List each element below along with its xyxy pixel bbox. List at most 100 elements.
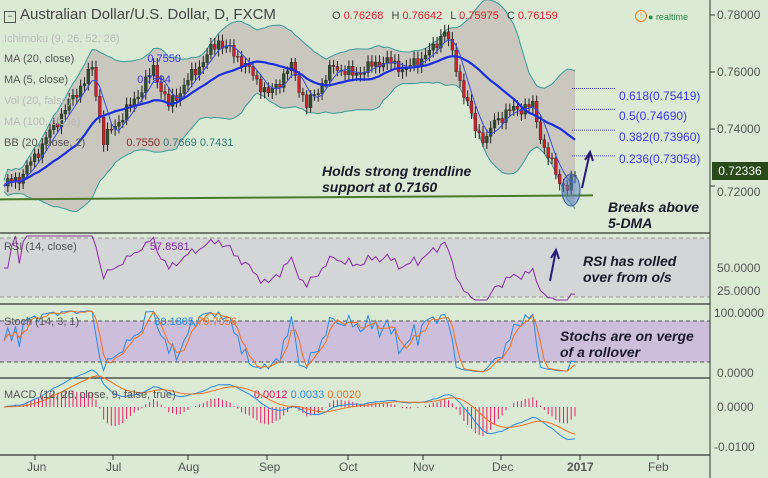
candle-body: [52, 123, 56, 131]
legend-rsi[interactable]: RSI (14, close) 57.8581: [4, 241, 190, 253]
rsi-tick: 25.0000: [717, 284, 761, 298]
collapse-icon[interactable]: −: [4, 11, 16, 23]
candle-body: [63, 110, 67, 115]
symbol-title[interactable]: − Australian Dollar/U.S. Dollar, D, FXCM: [4, 6, 276, 23]
annotation-rsi: RSI has rolled over from o/s: [583, 253, 676, 285]
candle-body: [335, 66, 340, 71]
candle-body: [155, 65, 159, 83]
candle-body: [485, 136, 489, 143]
candle-body: [481, 132, 485, 143]
legend-macd-line: 0.0033: [290, 389, 325, 401]
candle-body: [90, 67, 94, 70]
candle-body: [324, 80, 328, 84]
candle-body: [13, 176, 18, 183]
candle-body: [232, 45, 236, 57]
candle-body: [270, 87, 274, 93]
price-tick: 0.72000: [717, 185, 761, 199]
candle-body: [121, 120, 125, 123]
candle-body: [328, 65, 332, 81]
candle-body: [262, 87, 267, 93]
warning-icon[interactable]: !: [635, 10, 647, 22]
candle-body: [171, 95, 175, 107]
stoch-band: [0, 321, 710, 362]
legend-macd[interactable]: MACD (12, 26, close, 9, false, true) 0.0…: [4, 389, 361, 401]
candle-body: [427, 49, 431, 56]
candle-body: [320, 83, 324, 94]
candle-body: [446, 31, 451, 40]
candle-body: [259, 78, 263, 93]
ma20-line: [3, 55, 576, 187]
support-trendline: [0, 194, 594, 201]
candle-body: [512, 105, 516, 111]
legend-ma20-label: MA (20, close): [4, 53, 75, 65]
bollinger-fill: [4, 0, 575, 212]
legend-ichimoku[interactable]: Ichimoku (9, 26, 52, 26): [4, 33, 120, 45]
legend-stoch[interactable]: Stoch (14, 3, 1) 80.1805 79.7056: [4, 316, 237, 328]
candle-body: [266, 87, 271, 93]
price-tick: 0.78000: [717, 8, 761, 22]
candle-body: [397, 60, 401, 73]
legend-ma100[interactable]: MA (100, close): [4, 116, 81, 128]
candle-body: [450, 38, 454, 51]
candle-body: [56, 123, 60, 128]
legend-ma20[interactable]: MA (20, close) 0.7550: [4, 53, 181, 65]
candle-body: [29, 161, 33, 166]
fib-label-618: 0.618(0.75419): [619, 89, 701, 103]
candle-body: [558, 174, 562, 184]
legend-rsi-value: 57.8581: [149, 241, 190, 253]
candle-body: [496, 118, 500, 121]
legend-ma5[interactable]: MA (5, close) 0.7594: [4, 74, 171, 86]
candle-body: [301, 92, 305, 96]
candle-body: [40, 143, 44, 158]
legend-stoch-d: 79.7056: [197, 316, 237, 328]
realtime-status: ● realtime: [648, 12, 688, 22]
annotation-stoch-line1: Stochs are on verge: [560, 328, 694, 344]
rsi-line: [4, 235, 576, 301]
candle-body: [538, 121, 543, 140]
candle-body: [213, 44, 217, 50]
candle-body: [33, 153, 37, 162]
candle-body: [255, 75, 259, 80]
open-value: 0.76268: [343, 10, 384, 22]
legend-vol[interactable]: Vol (20, false): [4, 95, 72, 107]
candle-body: [531, 101, 535, 108]
open-label: O: [332, 10, 341, 22]
legend-bb[interactable]: BB (20, close, 2) 0.7550 0.7669 0.7431: [4, 137, 233, 149]
annotation-stoch: Stochs are on verge of a rollover: [560, 328, 694, 360]
candle-body: [354, 72, 359, 76]
rsi-tick: 50.0000: [717, 261, 761, 275]
annotation-dma-line1: Breaks above: [608, 199, 700, 215]
candle-body: [297, 75, 301, 93]
candle-body: [117, 121, 121, 127]
candle-body: [412, 58, 416, 66]
candle-body: [48, 129, 52, 138]
candle-body: [163, 91, 167, 95]
candle-body: [159, 82, 163, 92]
candle-body: [94, 67, 98, 97]
candle-body: [519, 109, 523, 115]
legend-rsi-label: RSI (14, close): [4, 241, 77, 253]
annotation-rsi-line2: over from o/s: [583, 269, 672, 285]
candle-body: [136, 96, 140, 100]
time-tick: 2017: [567, 460, 594, 474]
candle-body: [190, 69, 194, 81]
candle-body: [473, 112, 477, 132]
candle-body: [305, 94, 309, 108]
candle-body: [374, 61, 378, 67]
candle-body: [546, 147, 550, 159]
ohlc-readout: O 0.76268 H 0.76642 L 0.75975 C 0.76159: [332, 10, 563, 22]
time-tick: Feb: [648, 460, 669, 474]
annotation-dma: Breaks above 5-DMA: [608, 199, 699, 231]
candle-body: [377, 61, 382, 68]
candle-body: [423, 54, 428, 60]
candle-body: [385, 57, 389, 64]
legend-bb-label: BB (20, close, 2): [4, 137, 86, 149]
candle-body: [462, 80, 466, 98]
highlight-ellipse: [561, 173, 581, 207]
macd-line: [3, 369, 576, 441]
ma5-line: [3, 39, 576, 187]
candle-body: [274, 83, 278, 89]
candle-body: [508, 109, 512, 111]
